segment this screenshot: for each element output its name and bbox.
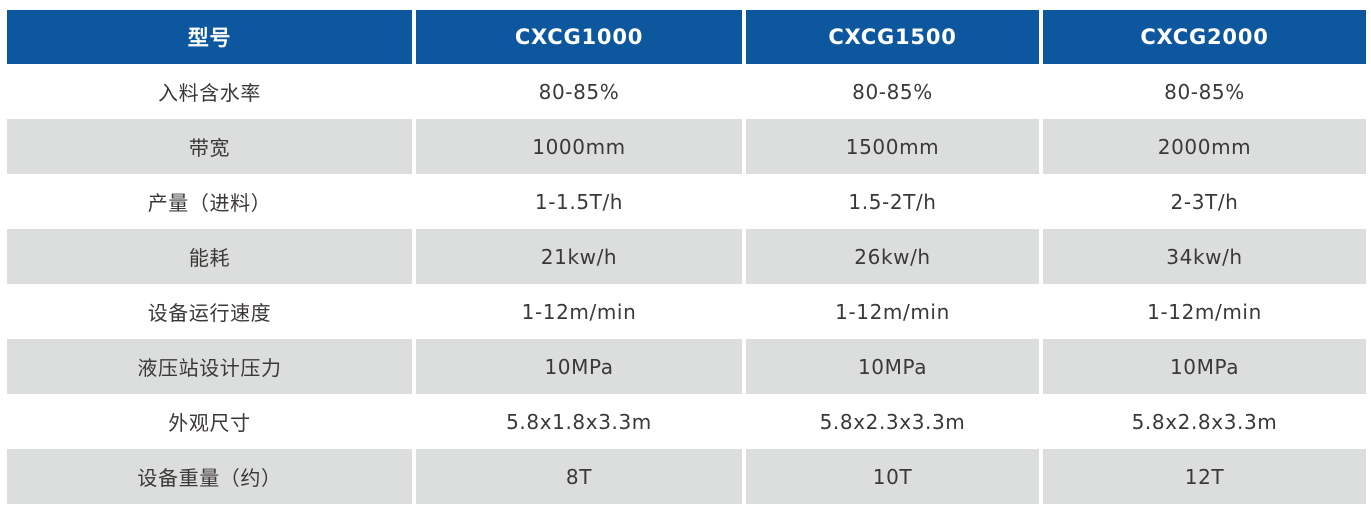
spec-value: 12T — [1043, 449, 1366, 504]
spec-label: 外观尺寸 — [7, 394, 412, 449]
spec-label: 液压站设计压力 — [7, 339, 412, 394]
table-header-row: 型号 CXCG1000 CXCG1500 CXCG2000 — [7, 10, 1366, 64]
spec-value: 1-12m/min — [416, 284, 742, 339]
spec-value: 1-1.5T/h — [416, 174, 742, 229]
spec-label: 能耗 — [7, 229, 412, 284]
column-header-model-cxcg2000: CXCG2000 — [1043, 10, 1366, 64]
table-row-belt-width: 带宽 1000mm 1500mm 2000mm — [7, 119, 1366, 174]
spec-value: 8T — [416, 449, 742, 504]
spec-value: 80-85% — [746, 64, 1039, 119]
spec-value: 5.8x2.3x3.3m — [746, 394, 1039, 449]
spec-label: 入料含水率 — [7, 64, 412, 119]
spec-value: 21kw/h — [416, 229, 742, 284]
spec-value: 10T — [746, 449, 1039, 504]
spec-value: 2-3T/h — [1043, 174, 1366, 229]
spec-value: 1500mm — [746, 119, 1039, 174]
spec-label: 产量（进料） — [7, 174, 412, 229]
spec-label: 带宽 — [7, 119, 412, 174]
table-row-hydraulic-pressure: 液压站设计压力 10MPa 10MPa 10MPa — [7, 339, 1366, 394]
spec-label: 设备重量（约） — [7, 449, 412, 504]
column-header-model-cxcg1500: CXCG1500 — [746, 10, 1039, 64]
spec-value: 1.5-2T/h — [746, 174, 1039, 229]
table-row-dimensions: 外观尺寸 5.8x1.8x3.3m 5.8x2.3x3.3m 5.8x2.8x3… — [7, 394, 1366, 449]
spec-value: 26kw/h — [746, 229, 1039, 284]
spec-value: 10MPa — [1043, 339, 1366, 394]
table-row-running-speed: 设备运行速度 1-12m/min 1-12m/min 1-12m/min — [7, 284, 1366, 339]
spec-value: 80-85% — [416, 64, 742, 119]
spec-value: 10MPa — [746, 339, 1039, 394]
table-row-capacity: 产量（进料） 1-1.5T/h 1.5-2T/h 2-3T/h — [7, 174, 1366, 229]
spec-value: 1-12m/min — [746, 284, 1039, 339]
spec-table: 型号 CXCG1000 CXCG1500 CXCG2000 入料含水率 80-8… — [7, 10, 1366, 504]
table-row-feed-moisture: 入料含水率 80-85% 80-85% 80-85% — [7, 64, 1366, 119]
spec-value: 5.8x1.8x3.3m — [416, 394, 742, 449]
spec-value: 2000mm — [1043, 119, 1366, 174]
spec-value: 1-12m/min — [1043, 284, 1366, 339]
spec-label: 设备运行速度 — [7, 284, 412, 339]
spec-value: 1000mm — [416, 119, 742, 174]
table-row-weight: 设备重量（约） 8T 10T 12T — [7, 449, 1366, 504]
spec-value: 80-85% — [1043, 64, 1366, 119]
column-header-parameter: 型号 — [7, 10, 412, 64]
spec-value: 5.8x2.8x3.3m — [1043, 394, 1366, 449]
table-row-energy-consumption: 能耗 21kw/h 26kw/h 34kw/h — [7, 229, 1366, 284]
spec-value: 10MPa — [416, 339, 742, 394]
column-header-model-cxcg1000: CXCG1000 — [416, 10, 742, 64]
spec-value: 34kw/h — [1043, 229, 1366, 284]
